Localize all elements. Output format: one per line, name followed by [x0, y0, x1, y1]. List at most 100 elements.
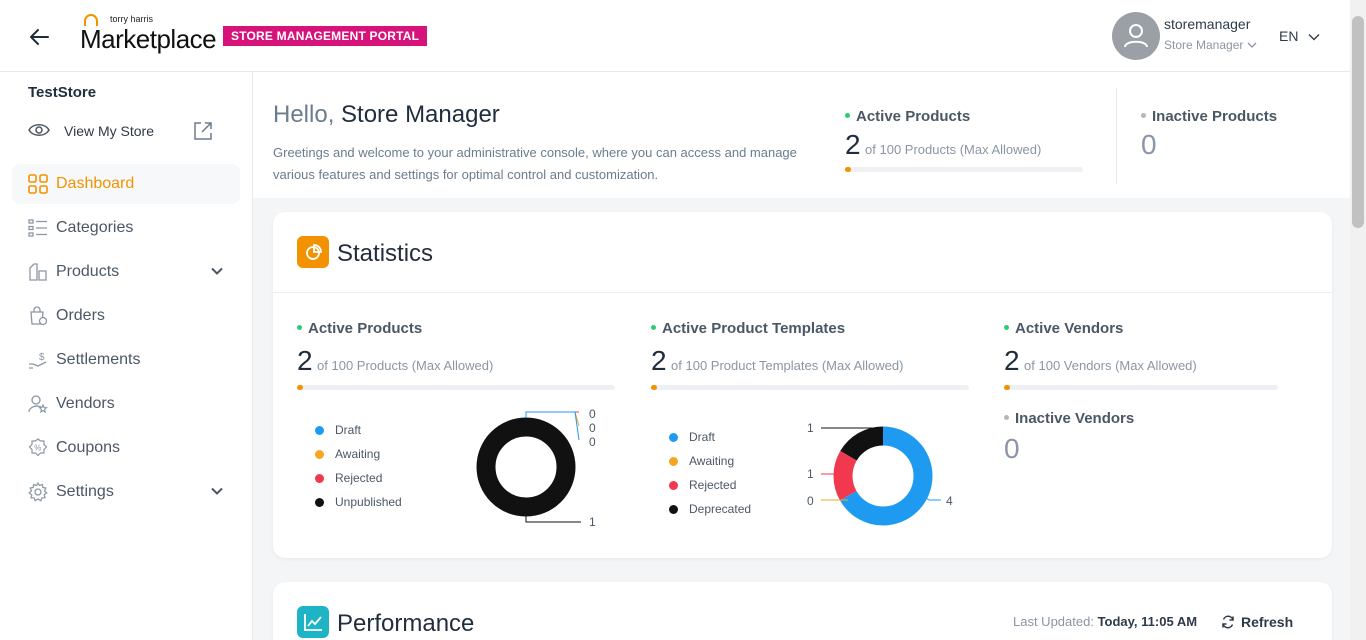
- divider: [1116, 88, 1117, 184]
- templates-stat-column: Active Product Templates 2 of 100 Produc…: [651, 320, 969, 390]
- value-label-draft: 4: [946, 494, 953, 508]
- vendors-icon: [28, 395, 48, 414]
- sidebar-item-products[interactable]: Products: [12, 252, 240, 292]
- legend-item-rejected: Rejected: [669, 473, 751, 497]
- back-arrow-icon[interactable]: [28, 26, 50, 48]
- statistics-title: Statistics: [337, 240, 434, 267]
- sidebar-item-label: Categories: [56, 219, 134, 236]
- user-name[interactable]: storemanager: [1164, 16, 1251, 32]
- sidebar-item-categories[interactable]: Categories: [12, 208, 240, 248]
- refresh-button[interactable]: Refresh: [1221, 614, 1293, 630]
- pie-chart-icon: [297, 236, 329, 268]
- donut-slice-unpublished[interactable]: [476, 417, 576, 517]
- products-stat-count: 2: [297, 345, 313, 376]
- templates-donut-chart: 1 1 0 4: [807, 421, 953, 526]
- leader-line-draft: [922, 495, 941, 501]
- orders-icon: [30, 306, 48, 326]
- products-icon: [29, 263, 47, 281]
- inactive-vendors-count: 0: [1004, 433, 1020, 464]
- legend-item-draft: Draft: [315, 418, 402, 442]
- status-dot: [1004, 414, 1009, 420]
- refresh-label: Refresh: [1241, 614, 1294, 630]
- templates-stat-title: Active Product Templates: [662, 320, 846, 337]
- progress-fill: [651, 385, 657, 390]
- list-icon: [28, 219, 47, 237]
- templates-legend: Draft Awaiting Rejected Deprecated: [669, 425, 751, 521]
- statistics-card: Statistics Active Products 2 of 100 Prod…: [273, 212, 1332, 558]
- products-stat-sub: of 100 Products (Max Allowed): [317, 358, 494, 373]
- inactive-products-count: 0: [1141, 129, 1157, 160]
- bag-icon: [84, 14, 98, 26]
- grid-icon: [28, 174, 48, 194]
- leader-line-unpublished: [525, 516, 581, 523]
- sidebar-item-orders[interactable]: Orders: [12, 296, 240, 336]
- value-label-rejected: 1: [807, 467, 814, 481]
- logo-tagline: torry harris: [110, 14, 154, 24]
- value-label-awaiting: 0: [807, 494, 814, 508]
- refresh-icon: [1222, 615, 1234, 629]
- status-dot: [1004, 324, 1009, 330]
- welcome-panel: Hello, Store Manager Greetings and welco…: [253, 72, 1350, 198]
- sidebar-item-settlements[interactable]: $ Settlements: [12, 340, 240, 380]
- last-updated: Last Updated: Today, 11:05 AM: [1013, 614, 1197, 629]
- chevron-down-icon: [1308, 34, 1320, 41]
- sidebar: TestStore View My Store Dashboard Catego…: [0, 72, 253, 640]
- active-products-summary: Active Products 2 of 100 Products (Max A…: [845, 108, 1083, 172]
- leader-line-rejected: [525, 411, 579, 418]
- sidebar-item-label: Orders: [56, 307, 105, 324]
- progress-fill: [297, 385, 303, 390]
- inactive-vendors-title: Inactive Vendors: [1015, 410, 1135, 427]
- user-role[interactable]: Store Manager: [1164, 38, 1257, 52]
- external-link-icon[interactable]: [192, 120, 214, 142]
- vendors-stat-sub: of 100 Vendors (Max Allowed): [1024, 358, 1197, 373]
- inactive-products-summary: Inactive Products 0: [1141, 108, 1277, 161]
- page-scrollbar[interactable]: [1350, 0, 1366, 640]
- sidebar-item-coupons[interactable]: % Coupons: [12, 428, 240, 468]
- progress-fill: [845, 167, 851, 172]
- products-stat-title: Active Products: [308, 320, 423, 337]
- inactive-products-title: Inactive Products: [1152, 108, 1278, 125]
- vendors-stat-column: Active Vendors 2 of 100 Vendors (Max All…: [1004, 320, 1278, 465]
- leader-line-draft: [525, 411, 580, 441]
- chevron-down-icon: [1247, 42, 1257, 48]
- performance-card: Performance Last Updated: Today, 11:05 A…: [273, 582, 1332, 640]
- progress-bar: [1004, 385, 1278, 390]
- view-my-store-link[interactable]: View My Store: [28, 120, 228, 146]
- active-products-title: Active Products: [856, 108, 971, 125]
- logo-wordmark: Marketplace: [80, 24, 217, 54]
- legend-item-draft: Draft: [669, 425, 751, 449]
- progress-bar: [845, 167, 1083, 172]
- last-updated-value: Today, 11:05 AM: [1097, 614, 1198, 629]
- legend-item-unpublished: Unpublished: [315, 490, 402, 514]
- line-chart-icon: [297, 606, 329, 638]
- legend-item-awaiting: Awaiting: [669, 449, 751, 473]
- sidebar-item-vendors[interactable]: Vendors: [12, 384, 240, 424]
- products-legend: Draft Awaiting Rejected Unpublished: [315, 418, 402, 514]
- sidebar-item-settings[interactable]: Settings: [12, 472, 240, 512]
- hello-heading: Hello, Store Manager: [273, 101, 500, 129]
- marketplace-logo[interactable]: torry harris Marketplace: [78, 14, 217, 60]
- sidebar-item-dashboard[interactable]: Dashboard: [12, 164, 240, 204]
- legend-item-awaiting: Awaiting: [315, 442, 402, 466]
- scroll-thumb[interactable]: [1352, 16, 1364, 228]
- user-icon: [1124, 24, 1148, 48]
- progress-fill: [1004, 385, 1010, 390]
- legend-item-rejected: Rejected: [315, 466, 402, 490]
- status-dot: [845, 112, 850, 118]
- status-dot: [297, 324, 302, 330]
- value-label-unpublished: 1: [589, 515, 596, 529]
- legend-item-deprecated: Deprecated: [669, 497, 751, 521]
- greeting-text: Greetings and welcome to your administra…: [273, 145, 797, 182]
- hello-prefix: Hello,: [273, 101, 335, 128]
- donut-slice-rejected[interactable]: [833, 426, 933, 526]
- avatar[interactable]: [1112, 12, 1160, 60]
- performance-title: Performance: [337, 610, 475, 637]
- donut-slice-deprecated[interactable]: [833, 426, 933, 526]
- hello-name: Store Manager: [341, 101, 500, 128]
- svg-text:%: %: [34, 444, 41, 453]
- chevron-down-icon: [211, 267, 223, 275]
- language-selector[interactable]: EN: [1279, 28, 1320, 44]
- view-my-store-label: View My Store: [64, 123, 154, 139]
- gear-icon: [28, 482, 48, 502]
- value-label-deprecated: 1: [807, 421, 814, 435]
